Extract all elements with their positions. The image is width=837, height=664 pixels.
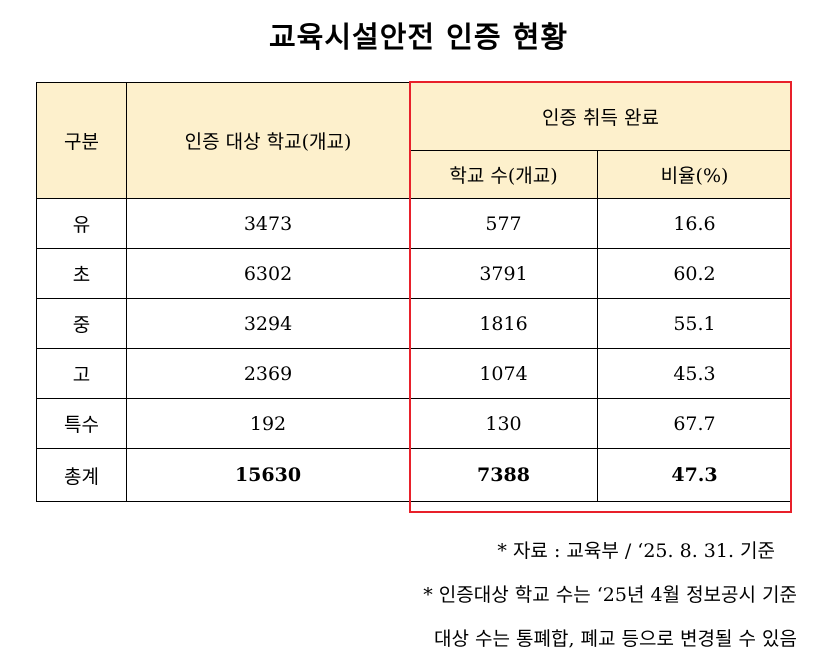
table-row: 특수 192 130 67.7 [36,398,792,449]
row-count: 1074 [409,348,598,399]
row-category: 중 [36,298,127,349]
total-target: 15630 [126,448,410,502]
row-ratio: 45.3 [597,348,792,399]
note-basis: * 인증대상 학교 수는 ‘25년 4월 정보공시 기준 [423,584,797,606]
table-total-row: 총계 15630 7388 47.3 [36,448,792,502]
header-category: 구분 [36,82,127,199]
row-target: 2369 [126,348,410,399]
row-category: 유 [36,198,127,249]
total-ratio: 47.3 [597,448,792,502]
page-title: 교육시설안전 인증 현황 [269,20,568,54]
row-ratio: 55.1 [597,298,792,349]
total-category: 총계 [36,448,127,502]
row-target: 6302 [126,248,410,299]
table-row: 초 6302 3791 60.2 [36,248,792,299]
row-target: 3473 [126,198,410,249]
total-count: 7388 [409,448,598,502]
table-row: 중 3294 1816 55.1 [36,298,792,349]
table-row: 고 2369 1074 45.3 [36,348,792,399]
table-row: 유 3473 577 16.6 [36,198,792,249]
row-category: 고 [36,348,127,399]
row-count: 577 [409,198,598,249]
row-target: 3294 [126,298,410,349]
header-target-schools: 인증 대상 학교(개교) [126,82,410,199]
row-ratio: 16.6 [597,198,792,249]
row-ratio: 67.7 [597,398,792,449]
row-category: 초 [36,248,127,299]
certification-status-table: 구분 인증 대상 학교(개교) 인증 취득 완료 학교 수(개교) 비율(%) … [36,82,792,502]
header-school-count: 학교 수(개교) [409,150,598,199]
header-ratio: 비율(%) [597,150,792,199]
table-header-row: 구분 인증 대상 학교(개교) 인증 취득 완료 [36,82,792,199]
row-count: 1816 [409,298,598,349]
row-count: 130 [409,398,598,449]
row-target: 192 [126,398,410,449]
row-category: 특수 [36,398,127,449]
header-acquired-group: 인증 취득 완료 [409,82,792,151]
row-count: 3791 [409,248,598,299]
row-ratio: 60.2 [597,248,792,299]
note-source: * 자료 : 교육부 / ‘25. 8. 31. 기준 [497,540,775,562]
note-change: 대상 수는 통폐합, 폐교 등으로 변경될 수 있음 [434,628,797,650]
